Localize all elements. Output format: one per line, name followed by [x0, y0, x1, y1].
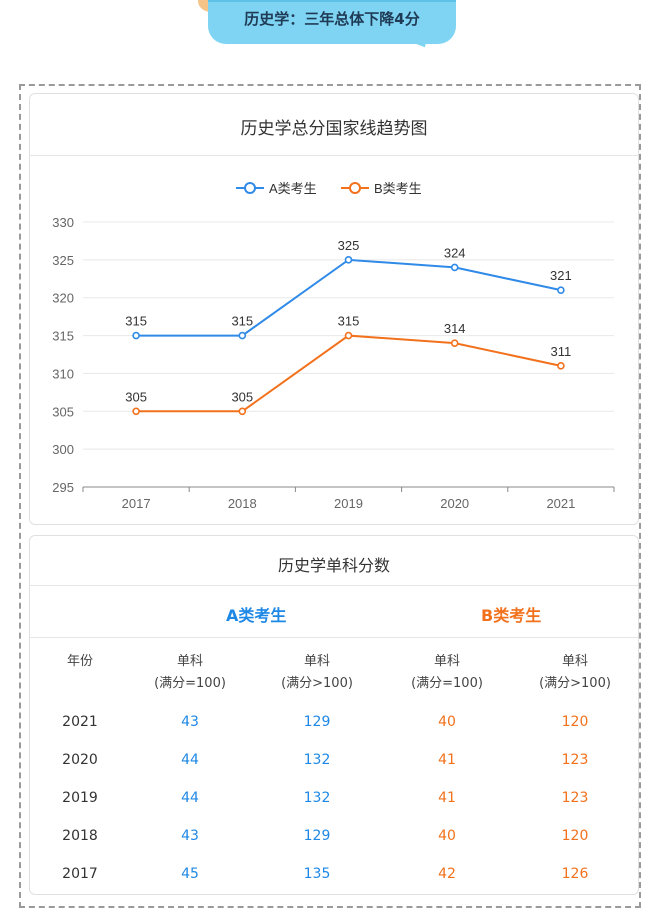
y-tick-label: 320 — [52, 291, 74, 306]
header-a-single-100: 单科 (满分=100) — [145, 651, 235, 695]
table-row: 2021 43 129 40 120 — [30, 714, 638, 738]
table-row: 2018 43 129 40 120 — [30, 828, 638, 852]
x-tick-label: 2020 — [440, 496, 469, 511]
cell-b-single-100: 41 — [438, 790, 456, 806]
table-title: 历史学单科分数 — [277, 556, 390, 575]
cell-year: 2020 — [62, 752, 98, 768]
header-b-single-100: 单科 (满分=100) — [402, 651, 492, 695]
chart-title-divider — [30, 155, 638, 156]
cell-a-single-100: 43 — [181, 828, 199, 844]
cell-a-single-100: 45 — [181, 866, 199, 882]
header-year: 年份 — [50, 651, 110, 673]
cell-a-single-over100: 135 — [303, 866, 331, 882]
data-point — [344, 256, 353, 264]
header-b-single-over100: 单科 (满分>100) — [530, 651, 620, 695]
cell-year: 2019 — [62, 790, 98, 806]
data-point — [132, 331, 140, 340]
cell-b-single-100: 41 — [438, 752, 456, 768]
data-point — [132, 407, 140, 416]
cell-b-single-over100: 123 — [561, 752, 589, 768]
cell-a-single-100: 44 — [181, 790, 199, 806]
header-line2: (满分>100) — [539, 676, 611, 691]
cell-year: 2018 — [62, 828, 98, 844]
header-line2: (满分>100) — [281, 676, 353, 691]
legend-label: A类考生 — [269, 181, 317, 196]
cell-year: 2021 — [62, 714, 98, 730]
group-a-heading: A类考生 — [226, 606, 287, 625]
data-point — [557, 286, 565, 294]
legend-label: B类考生 — [374, 181, 422, 196]
x-tick-label: 2018 — [228, 496, 257, 511]
group-heading-divider — [30, 637, 638, 638]
data-point — [557, 362, 565, 370]
data-label: 315 — [231, 314, 253, 329]
x-tick-label: 2017 — [122, 496, 151, 511]
cell-a-single-100: 43 — [181, 714, 199, 730]
table-row: 2017 45 135 42 126 — [30, 866, 638, 890]
header-a-single-over100: 单科 (满分>100) — [272, 651, 362, 695]
content-frame — [19, 84, 641, 908]
table-row: 2019 44 132 41 123 — [30, 790, 638, 814]
chart-card: 历史学总分国家线趋势图 — [29, 93, 639, 525]
cell-a-single-100: 44 — [181, 752, 199, 768]
header-line2: (满分=100) — [154, 676, 226, 691]
cell-b-single-100: 42 — [438, 866, 456, 882]
y-tick-label: 330 — [52, 215, 74, 230]
data-point — [238, 407, 247, 416]
cell-a-single-over100: 129 — [303, 828, 331, 844]
data-label: 314 — [444, 321, 466, 336]
group-b-heading: B类考生 — [481, 606, 542, 625]
data-point — [450, 339, 459, 347]
data-label: 324 — [444, 245, 466, 260]
legend-marker — [349, 182, 361, 194]
cell-a-single-over100: 132 — [303, 790, 331, 806]
chart-axes: 295 300 305 310 315 320 325 330 2017 2018 2019 2020… — [52, 215, 615, 511]
data-point — [238, 331, 247, 340]
y-tick-label: 295 — [52, 480, 74, 495]
header-line1: 单科 — [561, 654, 588, 669]
cell-b-single-over100: 120 — [561, 828, 589, 844]
banner-bubble — [208, 0, 456, 44]
y-tick-label: 300 — [52, 442, 74, 457]
x-tick-label: 2019 — [334, 496, 363, 511]
cell-a-single-over100: 129 — [303, 714, 331, 730]
cell-year: 2017 — [62, 866, 98, 882]
chart-series: 315 315 325 324 321 305 305 315 314 311 — [125, 238, 572, 416]
header-line2: (满分=100) — [411, 676, 483, 691]
cell-b-single-100: 40 — [438, 828, 456, 844]
legend-marker — [244, 182, 256, 194]
y-tick-label: 305 — [52, 404, 74, 419]
data-label: 325 — [338, 238, 360, 253]
header-year-label: 年份 — [66, 654, 93, 669]
table-row: 2020 44 132 41 123 — [30, 752, 638, 776]
data-label: 315 — [125, 314, 147, 329]
score-table-card: 历史学单科分数 A类考生 B类考生 年份 单科 (满分=100) 单科 (满分>… — [29, 535, 639, 895]
line-chart: A类考生 B类考生 295 300 305 310 315 320 325 330 2017 201… — [52, 181, 615, 511]
banner-title: 历史学：三年总体下降4分 — [244, 10, 420, 28]
y-tick-label: 315 — [52, 329, 74, 344]
chart-legend: A类考生 B类考生 — [236, 181, 422, 196]
cell-b-single-over100: 120 — [561, 714, 589, 730]
chart-title: 历史学总分国家线趋势图 — [240, 119, 428, 139]
header-line1: 单科 — [303, 654, 330, 669]
data-label: 311 — [551, 344, 572, 359]
data-label: 321 — [550, 268, 572, 283]
header-line1: 单科 — [176, 654, 203, 669]
y-tick-label: 325 — [52, 253, 74, 268]
data-point — [344, 331, 353, 340]
header-line1: 单科 — [433, 654, 460, 669]
data-label: 305 — [125, 389, 147, 404]
cell-b-single-over100: 126 — [561, 866, 589, 882]
table-title-divider — [30, 585, 638, 586]
data-label: 305 — [231, 389, 253, 404]
cell-b-single-over100: 123 — [561, 790, 589, 806]
data-label: 315 — [338, 314, 360, 329]
cell-b-single-100: 40 — [438, 714, 456, 730]
cell-a-single-over100: 132 — [303, 752, 331, 768]
x-tick-label: 2021 — [546, 496, 575, 511]
data-point — [450, 263, 459, 272]
y-tick-label: 310 — [52, 366, 74, 381]
